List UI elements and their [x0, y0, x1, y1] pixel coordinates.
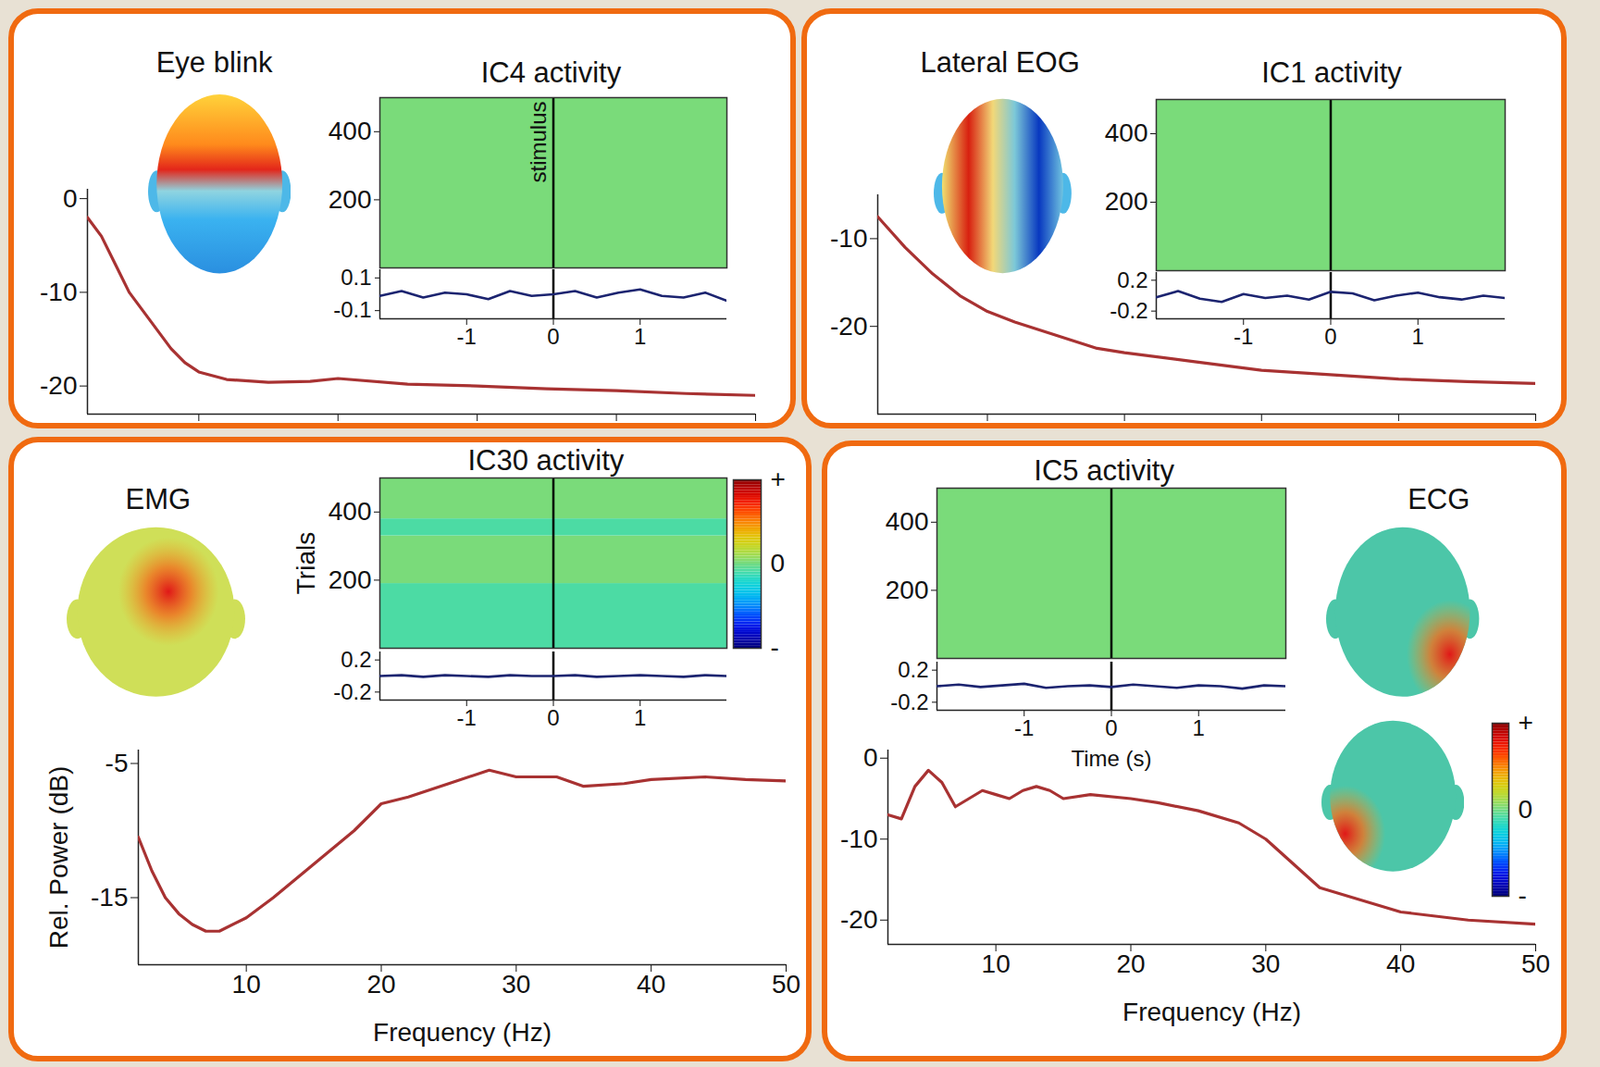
svg-text:-: - [1518, 880, 1527, 910]
svg-text:-10: -10 [39, 277, 77, 307]
svg-text:Frequency (Hz): Frequency (Hz) [372, 1017, 552, 1047]
svg-text:10: 10 [981, 950, 1011, 980]
svg-text:-5: -5 [104, 748, 128, 778]
svg-text:0: 0 [769, 549, 785, 579]
svg-text:Rel. Power (dB): Rel. Power (dB) [44, 766, 74, 950]
svg-text:50: 50 [771, 970, 801, 1000]
svg-text:200: 200 [1104, 186, 1149, 216]
svg-text:-1: -1 [1014, 714, 1034, 740]
svg-text:1: 1 [633, 704, 646, 730]
html-text:ECG: ECG [1407, 483, 1470, 516]
svg-text:30: 30 [1252, 950, 1281, 980]
svg-text:0.1: 0.1 [340, 264, 372, 290]
svg-text:0.2: 0.2 [340, 645, 372, 671]
svg-text:-0.2: -0.2 [890, 688, 929, 714]
svg-text:40: 40 [1386, 950, 1415, 980]
svg-text:-20: -20 [840, 905, 878, 935]
svg-text:Trials: Trials [292, 532, 322, 595]
svg-text:0: 0 [863, 744, 879, 773]
svg-text:40: 40 [636, 970, 666, 1000]
svg-text:-20: -20 [830, 310, 868, 340]
html-text:IC4 activity: IC4 activity [480, 56, 622, 90]
svg-text:200: 200 [328, 565, 373, 595]
svg-text:-0.1: -0.1 [333, 297, 372, 323]
svg-text:400: 400 [328, 496, 373, 526]
svg-text:30: 30 [501, 970, 531, 1000]
svg-text:1: 1 [633, 323, 646, 349]
svg-text:20: 20 [366, 970, 396, 1000]
svg-text:0: 0 [62, 184, 78, 213]
svg-text:0: 0 [547, 323, 560, 349]
svg-text:200: 200 [885, 575, 930, 605]
html-text:Eye blink: Eye blink [156, 46, 273, 80]
svg-text:-0.2: -0.2 [333, 678, 372, 704]
svg-text:-20: -20 [39, 371, 77, 400]
svg-text:0: 0 [1325, 323, 1338, 349]
svg-text:400: 400 [885, 507, 930, 536]
svg-text:200: 200 [328, 185, 373, 214]
svg-text:0.2: 0.2 [1116, 267, 1148, 293]
svg-text:-1: -1 [457, 704, 477, 730]
svg-text:1: 1 [1192, 714, 1205, 740]
svg-text:Time (s): Time (s) [1071, 744, 1153, 770]
svg-text:-1: -1 [1233, 323, 1253, 349]
svg-text:0.2: 0.2 [897, 656, 929, 682]
svg-text:10: 10 [231, 970, 261, 1000]
svg-text:400: 400 [328, 116, 373, 146]
svg-text:0: 0 [1105, 714, 1118, 740]
svg-text:-10: -10 [840, 824, 878, 854]
svg-text:50: 50 [1521, 950, 1551, 980]
svg-text:400: 400 [1104, 118, 1149, 148]
html-text:IC30 activity: IC30 activity [467, 444, 624, 477]
svg-text:stimulus: stimulus [525, 100, 551, 183]
svg-text:0: 0 [547, 704, 560, 730]
html-text:EMG: EMG [125, 483, 191, 516]
html-text:IC5 activity: IC5 activity [1033, 454, 1175, 488]
svg-text:Frequency (Hz): Frequency (Hz) [1122, 997, 1302, 1027]
svg-text:-15: -15 [90, 882, 128, 912]
svg-text:0: 0 [1518, 794, 1534, 824]
svg-text:-1: -1 [457, 323, 477, 349]
svg-text:-10: -10 [830, 223, 868, 252]
svg-text:-: - [769, 633, 779, 663]
svg-text:+: + [1518, 707, 1534, 737]
svg-text:20: 20 [1116, 950, 1146, 980]
svg-text:-0.2: -0.2 [1109, 297, 1148, 323]
svg-text:+: + [769, 465, 785, 495]
svg-text:1: 1 [1412, 323, 1425, 349]
html-text:Lateral EOG: Lateral EOG [920, 46, 1080, 80]
html-text:IC1 activity: IC1 activity [1261, 56, 1402, 90]
